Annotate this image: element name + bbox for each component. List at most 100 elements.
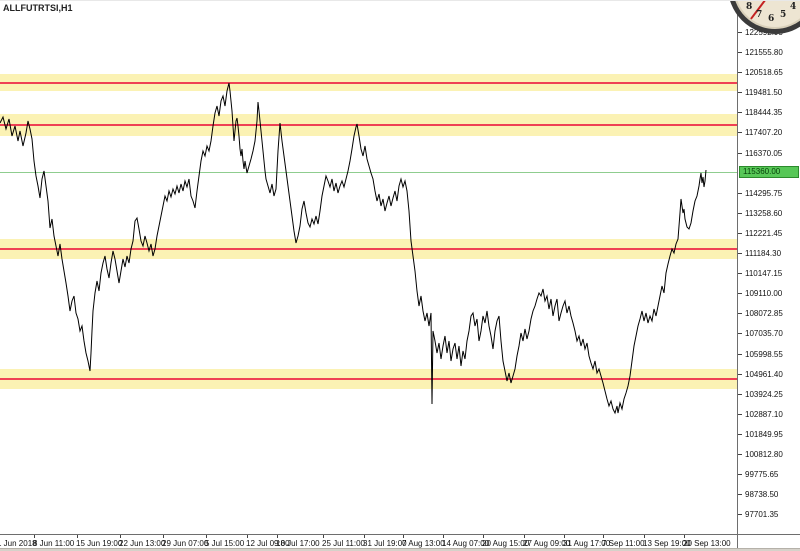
price-tick [738,273,742,274]
time-tick [684,535,685,538]
price-tick [738,494,742,495]
time-tick-label: 1 Jun 2018 [0,539,37,548]
time-tick [34,535,35,538]
price-tick-label: 100812.80 [745,450,783,459]
time-tick [277,535,278,538]
time-tick [206,535,207,538]
price-tick [738,354,742,355]
price-series-line [0,82,707,415]
clock-digit: 8 [746,2,753,12]
price-tick [738,52,742,53]
price-tick-label: 117407.20 [745,128,783,137]
price-tick [738,193,742,194]
price-tick [738,434,742,435]
price-tick-label: 105998.55 [745,350,783,359]
time-tick-label: 31 Jul 19:00 [363,539,407,548]
price-tick [738,233,742,234]
clock-digit: 5 [780,10,787,20]
price-tick-label: 110147.15 [745,269,783,278]
sr-line-zone-2 [0,123,737,126]
current-price-line [0,172,737,173]
time-tick [120,535,121,538]
time-tick [644,535,645,538]
price-tick-label: 118444.35 [745,108,783,117]
clock-digit: 6 [768,14,775,24]
sr-line-zone-4 [0,378,737,380]
time-tick-label: 20 Aug 15:00 [482,539,530,548]
price-tick [738,112,742,113]
time-tick-label: 27 Aug 09:00 [523,539,571,548]
time-tick [77,535,78,538]
price-tick [738,213,742,214]
time-tick-label: 31 Aug 17:00 [563,539,611,548]
price-tick [738,132,742,133]
time-tick-label: 29 Jun 07:00 [162,539,209,548]
price-tick-label: 111184.30 [745,249,782,258]
time-tick [564,535,565,538]
price-tick [738,474,742,475]
time-tick-label: 20 Sep 13:00 [683,539,731,548]
time-tick-label: 13 Sep 19:00 [643,539,691,548]
time-tick-label: 7 Aug 13:00 [402,539,445,548]
price-tick-label: 97701.35 [745,510,779,519]
time-tick-label: 25 Jul 11:00 [322,539,365,548]
price-tick-label: 101849.95 [745,430,783,439]
time-tick [364,535,365,538]
price-tick-label: 116370.05 [745,149,783,158]
time-tick [443,535,444,538]
price-tick-label: 114295.75 [745,189,783,198]
price-tick [738,253,742,254]
current-price-badge: 115360.00 [739,166,799,178]
price-tick-label: 102887.10 [745,410,783,419]
price-axis[interactable]: 115360.00 123630.10122592.95121555.80120… [737,1,800,534]
clock-digit: 7 [756,10,763,20]
price-tick [738,92,742,93]
price-tick-label: 119481.50 [745,88,783,97]
price-tick-label: 104961.40 [745,370,783,379]
price-tick-label: 121555.80 [745,48,783,57]
price-tick-label: 99775.65 [745,470,779,479]
clock-digit: 4 [790,2,797,12]
price-tick-label: 98738.50 [745,490,779,499]
price-tick-label: 120518.65 [745,68,783,77]
time-tick [247,535,248,538]
time-axis[interactable]: 1 Jun 2018 8 Jun 11:00 15 Jun 19:00 22 Jun … [0,534,737,548]
time-tick [163,535,164,538]
axis-corner [737,534,800,548]
price-tick [738,514,742,515]
price-tick [738,454,742,455]
symbol-timeframe-title: ALLFUTRTSI,H1 [3,3,73,13]
time-tick-label: 5 Jul 15:00 [205,539,245,548]
sr-line-zone-1 [0,82,737,84]
price-tick [738,333,742,334]
time-tick-label: 7 Sep 11:00 [602,539,645,548]
price-tick-label: 109110.00 [745,289,783,298]
price-tick [738,394,742,395]
time-tick [403,535,404,538]
time-tick [603,535,604,538]
price-tick-label: 103924.25 [745,390,783,399]
price-tick [738,374,742,375]
price-tick [738,414,742,415]
chart-plot-area[interactable]: ALLFUTRTSI,H1 [0,1,737,534]
time-tick-label: 18 Jul 17:00 [276,539,320,548]
time-tick-label: 14 Aug 07:00 [442,539,490,548]
sr-line-zone-3 [0,247,737,250]
price-tick-label: 108072.85 [745,309,783,318]
time-tick-label: 22 Jun 13:00 [119,539,166,548]
price-tick [738,153,742,154]
price-tick [738,293,742,294]
time-tick [483,535,484,538]
price-tick-label: 112221.45 [745,229,783,238]
price-tick-label: 113258.60 [745,209,783,218]
price-tick [738,72,742,73]
price-tick [738,313,742,314]
time-tick-label: 12 Jul 09:00 [246,539,290,548]
time-tick [323,535,324,538]
time-tick-label: 15 Jun 19:00 [76,539,123,548]
time-tick [524,535,525,538]
time-tick-label: 8 Jun 11:00 [33,539,75,548]
price-tick-label: 107035.70 [745,329,783,338]
